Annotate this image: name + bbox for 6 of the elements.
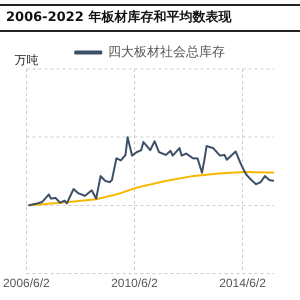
chart-title: 2006-2022 年板材库存和平均数表现	[0, 4, 300, 32]
text: 万吨	[14, 53, 38, 68]
x-tick-label: 2014/6/2	[219, 276, 266, 290]
x-tick-label: 2006/6/2	[2, 276, 50, 290]
x-tick-label: 2010/6/2	[111, 276, 158, 290]
legend-label: 四大板材社会总库存	[108, 44, 225, 60]
